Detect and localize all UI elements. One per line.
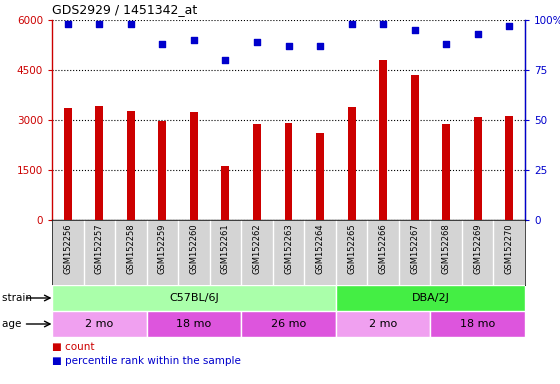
Bar — [52, 285, 336, 311]
Bar — [474, 118, 482, 220]
Bar — [505, 116, 513, 220]
Text: GSM152269: GSM152269 — [473, 223, 482, 274]
Bar — [442, 124, 450, 220]
Point — [410, 27, 419, 33]
Text: GSM152266: GSM152266 — [379, 223, 388, 274]
Bar — [348, 108, 356, 220]
Point — [284, 43, 293, 49]
Bar — [431, 311, 525, 337]
Bar — [410, 75, 418, 220]
Bar — [241, 311, 336, 337]
Text: GSM152257: GSM152257 — [95, 223, 104, 274]
Point — [127, 21, 136, 27]
Bar — [52, 311, 147, 337]
Text: GSM152270: GSM152270 — [505, 223, 514, 274]
Bar — [336, 285, 525, 311]
Bar — [379, 60, 387, 220]
Point — [315, 43, 324, 49]
Bar — [190, 113, 198, 220]
Bar — [253, 124, 261, 220]
Text: GSM152261: GSM152261 — [221, 223, 230, 274]
Text: GSM152256: GSM152256 — [63, 223, 72, 274]
Text: age: age — [2, 319, 25, 329]
Bar — [158, 121, 166, 220]
Bar — [147, 311, 241, 337]
Text: strain: strain — [2, 293, 35, 303]
Point — [63, 21, 72, 27]
Bar — [316, 133, 324, 220]
Text: DBA/2J: DBA/2J — [412, 293, 449, 303]
Text: 2 mo: 2 mo — [369, 319, 397, 329]
Text: GSM152260: GSM152260 — [189, 223, 198, 274]
Text: ■ count: ■ count — [52, 342, 95, 352]
Text: ■ percentile rank within the sample: ■ percentile rank within the sample — [52, 356, 241, 366]
Point — [442, 41, 451, 47]
Bar — [64, 108, 72, 220]
Text: GSM152265: GSM152265 — [347, 223, 356, 274]
Point — [221, 57, 230, 63]
Bar — [95, 106, 103, 220]
Text: GSM152268: GSM152268 — [442, 223, 451, 274]
Text: GSM152263: GSM152263 — [284, 223, 293, 274]
Text: 18 mo: 18 mo — [460, 319, 496, 329]
Text: GSM152267: GSM152267 — [410, 223, 419, 274]
Point — [189, 37, 198, 43]
Text: GSM152259: GSM152259 — [158, 223, 167, 274]
Point — [95, 21, 104, 27]
Point — [158, 41, 167, 47]
Point — [505, 23, 514, 29]
Text: 26 mo: 26 mo — [271, 319, 306, 329]
Point — [253, 39, 262, 45]
Bar — [284, 123, 292, 220]
Bar — [336, 311, 431, 337]
Bar — [127, 111, 135, 220]
Point — [473, 31, 482, 37]
Point — [379, 21, 388, 27]
Text: C57BL/6J: C57BL/6J — [169, 293, 219, 303]
Text: 18 mo: 18 mo — [176, 319, 212, 329]
Text: GSM152264: GSM152264 — [315, 223, 325, 274]
Point — [347, 21, 356, 27]
Bar — [222, 166, 230, 220]
Text: GSM152258: GSM152258 — [127, 223, 136, 274]
Text: GDS2929 / 1451342_at: GDS2929 / 1451342_at — [52, 3, 197, 16]
Text: GSM152262: GSM152262 — [253, 223, 262, 274]
Text: 2 mo: 2 mo — [85, 319, 114, 329]
